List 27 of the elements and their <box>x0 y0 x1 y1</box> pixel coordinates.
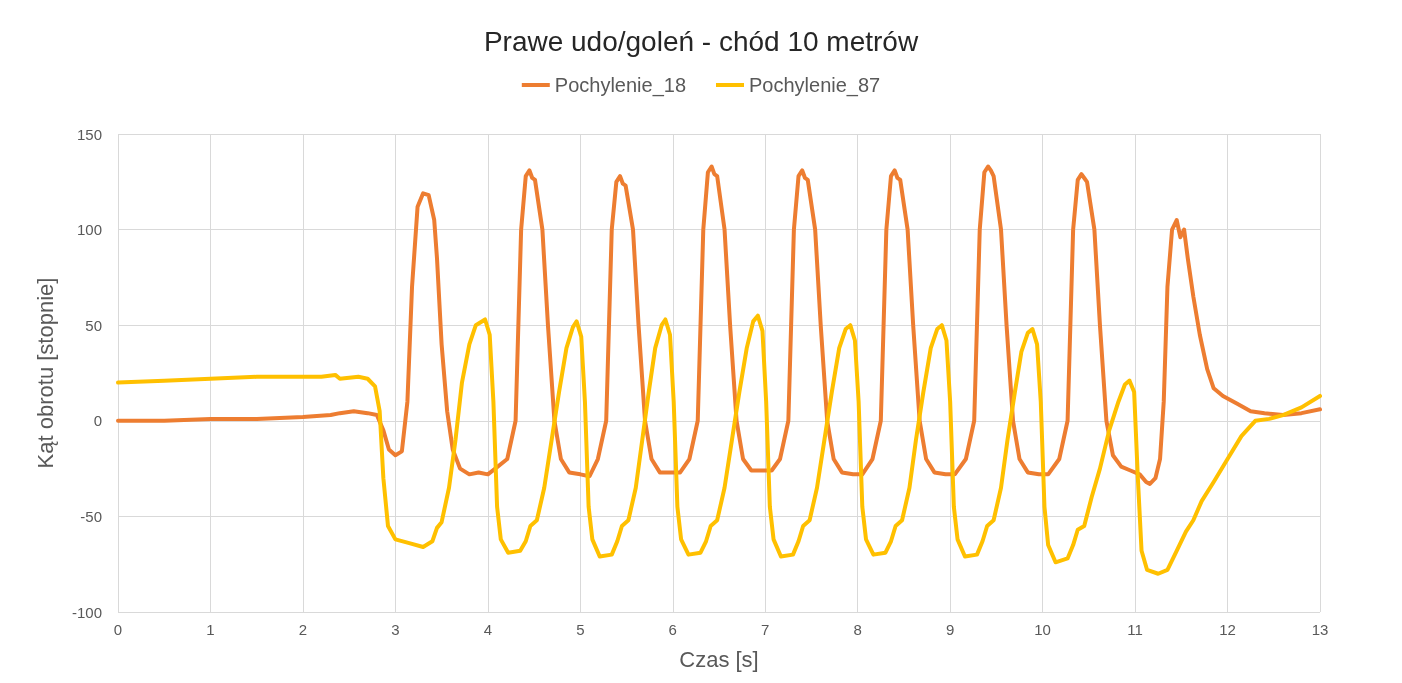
x-tick-label: 1 <box>206 621 215 638</box>
line-series <box>116 164 1322 486</box>
y-axis-title: Kąt obrotu [stopnie] <box>32 277 58 469</box>
y-tick-label: 150 <box>76 125 102 143</box>
x-axis-title: Czas [s] <box>679 646 759 672</box>
legend-label: Pochylenie_18 <box>554 74 687 97</box>
y-tick-label: 50 <box>85 316 102 334</box>
x-tick-label: 2 <box>298 621 308 638</box>
y-tick-label: 100 <box>76 221 102 239</box>
y-tick-label: -100 <box>71 603 102 621</box>
y-tick-label: -50 <box>80 507 102 525</box>
y-tick-label: 0 <box>93 412 102 430</box>
x-tick-label: 4 <box>483 621 493 638</box>
x-tick-label: 12 <box>1219 621 1236 638</box>
x-tick-label: 8 <box>853 621 862 638</box>
x-tick-label: 3 <box>391 621 400 638</box>
legend-label: Pochylenie_87 <box>749 74 881 97</box>
x-tick-label: 10 <box>1034 621 1051 638</box>
x-tick-label: 7 <box>761 621 770 638</box>
x-tick-label: 13 <box>1311 621 1329 638</box>
x-tick-label: 5 <box>576 621 585 638</box>
x-tick-label: 11 <box>1127 621 1143 638</box>
chart-title: Prawe udo/goleń - chód 10 metrów <box>483 25 919 57</box>
x-tick-label: 9 <box>945 621 955 638</box>
x-tick-label: 0 <box>113 621 123 638</box>
x-tick-label: 6 <box>668 621 677 638</box>
line-series <box>116 313 1322 576</box>
